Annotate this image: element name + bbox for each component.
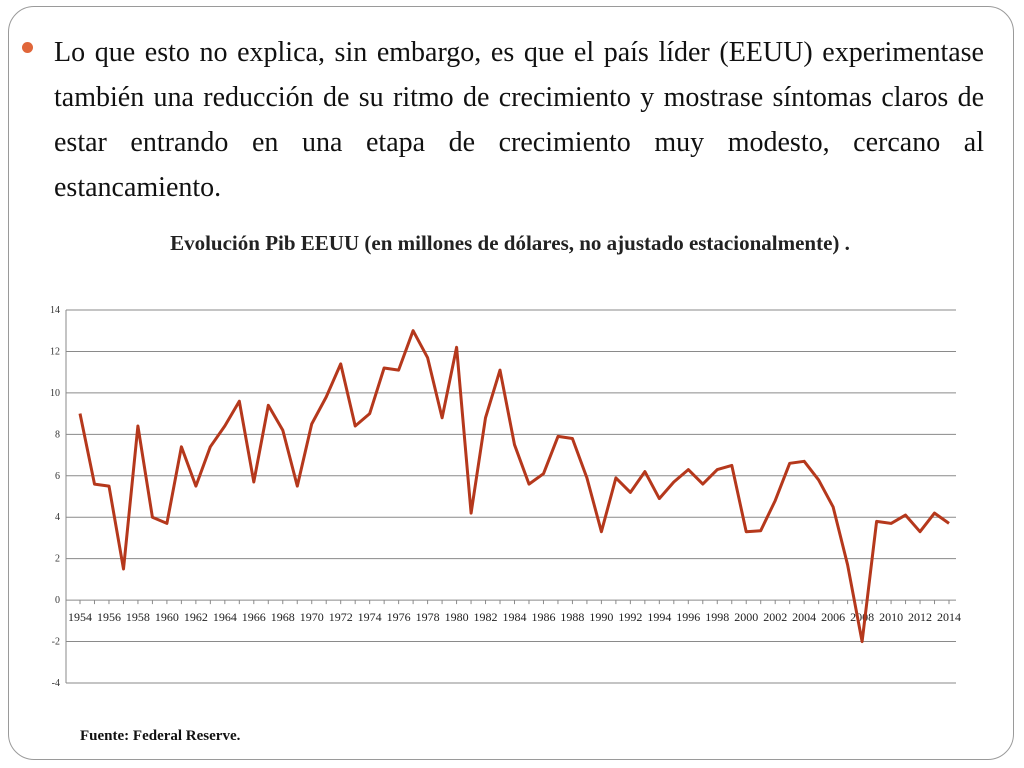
x-tick-label: 1980	[445, 610, 469, 624]
x-tick-label: 1956	[97, 610, 121, 624]
x-tick-label: 1976	[387, 610, 411, 624]
y-tick-label: 14	[50, 305, 60, 316]
y-tick-label: -4	[52, 678, 60, 689]
x-tick-label: 1982	[474, 610, 498, 624]
source-note: Fuente: Federal Reserve.	[80, 728, 241, 744]
x-tick-label: 1998	[705, 610, 729, 624]
x-tick-label: 2014	[937, 610, 961, 624]
x-tick-label: 1984	[503, 610, 527, 624]
slide-frame	[8, 6, 1014, 760]
x-tick-label: 1978	[416, 610, 440, 624]
x-tick-label: 1988	[560, 610, 584, 624]
x-tick-label: 1970	[300, 610, 324, 624]
x-tick-label: 1966	[242, 610, 266, 624]
y-tick-label: 12	[50, 346, 60, 357]
x-tick-label: 1972	[329, 610, 353, 624]
x-tick-label: 1958	[126, 610, 150, 624]
gdp-series-line	[78, 329, 950, 644]
y-tick-label: 4	[55, 512, 60, 523]
chart-title: Evolución Pib EEUU (en millones de dólar…	[170, 231, 850, 255]
x-tick-label: 2000	[734, 610, 758, 624]
y-tick-label: 10	[50, 388, 60, 399]
x-tick-label: 1992	[618, 610, 642, 624]
y-tick-label: -2	[52, 637, 60, 648]
x-tick-label: 2012	[908, 610, 932, 624]
x-tick-label: 2002	[763, 610, 787, 624]
x-tick-label: 1960	[155, 610, 179, 624]
bullet-dot-icon	[22, 42, 33, 53]
y-tick-label: 2	[55, 554, 60, 565]
x-tick-label: 1962	[184, 610, 208, 624]
x-tick-label: 2008	[850, 610, 874, 624]
y-tick-label: 6	[55, 471, 60, 482]
x-tick-label: 1968	[271, 610, 295, 624]
x-tick-label: 1994	[647, 610, 671, 624]
x-tick-label: 2006	[821, 610, 845, 624]
x-tick-label: 2004	[792, 610, 816, 624]
y-tick-label: 0	[55, 595, 60, 606]
y-tick-label: 8	[55, 429, 60, 440]
x-tick-label: 1996	[676, 610, 700, 624]
x-tick-label: 1964	[213, 610, 237, 624]
x-tick-label: 2010	[879, 610, 903, 624]
x-tick-label: 1954	[68, 610, 92, 624]
bullet-text: Lo que esto no explica, sin embargo, es …	[54, 37, 984, 203]
x-tick-label: 1990	[589, 610, 613, 624]
x-tick-label: 1986	[531, 610, 555, 624]
x-tick-label: 1974	[358, 610, 382, 624]
